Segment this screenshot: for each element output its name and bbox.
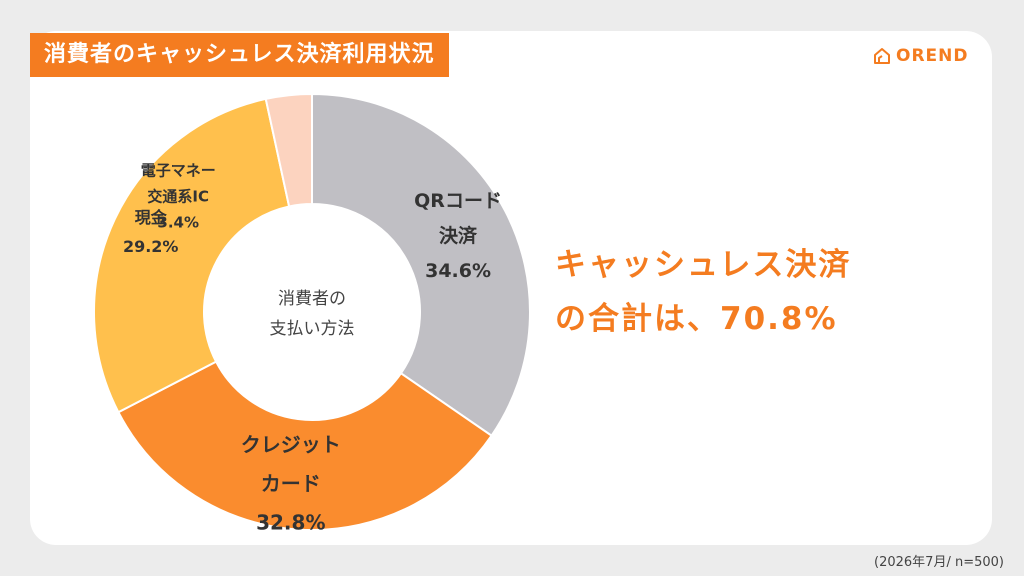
logo-text: OREND [896, 46, 969, 66]
slice-label-3: 電子マネー交通系IC 3.4% [141, 161, 216, 231]
slice-label-0: QRコード決済 34.6% [414, 190, 502, 282]
center-label-line: 支払い方法 [270, 319, 355, 339]
slice-value-label: 3.4% [157, 213, 199, 231]
slice-name-label: 現金 [135, 208, 168, 227]
slice-name-label: クレジット [241, 433, 341, 457]
donut-slice-2 [93, 97, 291, 414]
slice-name-label: カード [261, 472, 321, 496]
donut-slice-3 [264, 92, 313, 208]
callout-line-2: の合計は、70.8% [555, 301, 838, 337]
house-outline-icon [874, 48, 890, 64]
callout-line-1: キャッシュレス決済 [555, 247, 852, 283]
brand-logo: OREND [872, 46, 969, 66]
donut-center-label: 消費者の支払い方法 [270, 289, 355, 339]
donut-slice-1 [117, 360, 493, 531]
slice-value-label: 34.6% [425, 260, 491, 282]
slice-name-label: 交通系IC [147, 187, 209, 205]
cashless-total-callout: キャッシュレス決済 の合計は、70.8% [555, 238, 851, 346]
slice-name-label: 電子マネー [141, 161, 216, 179]
slice-value-label: 32.8% [256, 511, 325, 535]
slice-label-1: クレジットカード 32.8% [241, 433, 341, 535]
slice-name-label: QRコード [414, 190, 502, 212]
center-label-line: 消費者の [278, 289, 346, 309]
slice-name-label: 決済 [439, 224, 478, 247]
donut-slice-0 [311, 92, 531, 438]
page-title: 消費者のキャッシュレス決済利用状況 [30, 33, 449, 77]
slice-value-label: 29.2% [123, 237, 179, 256]
survey-footnote: (2026年7月/ n=500) [874, 555, 1004, 570]
slice-label-2: 現金 29.2% [123, 208, 179, 256]
